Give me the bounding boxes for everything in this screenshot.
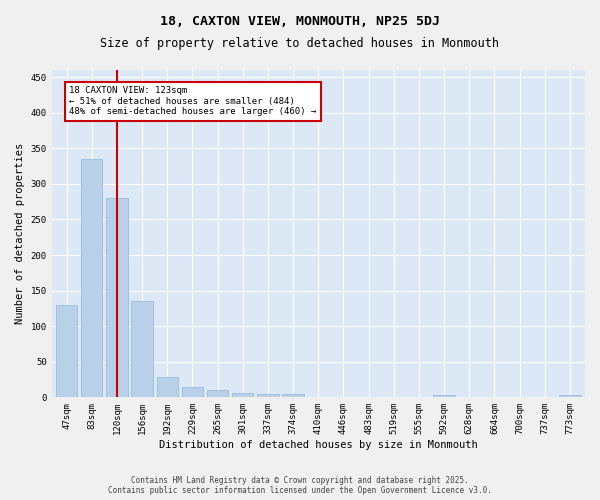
Bar	[559, 395, 581, 398]
Bar	[157, 378, 178, 398]
Bar	[131, 302, 153, 398]
Bar	[283, 394, 304, 398]
Text: 18 CAXTON VIEW: 123sqm
← 51% of detached houses are smaller (484)
48% of semi-de: 18 CAXTON VIEW: 123sqm ← 51% of detached…	[69, 86, 316, 116]
X-axis label: Distribution of detached houses by size in Monmouth: Distribution of detached houses by size …	[159, 440, 478, 450]
Bar	[207, 390, 229, 398]
Bar	[308, 396, 329, 398]
Bar	[56, 305, 77, 398]
Text: Size of property relative to detached houses in Monmouth: Size of property relative to detached ho…	[101, 38, 499, 51]
Bar	[433, 395, 455, 398]
Text: 18, CAXTON VIEW, MONMOUTH, NP25 5DJ: 18, CAXTON VIEW, MONMOUTH, NP25 5DJ	[160, 15, 440, 28]
Text: Contains HM Land Registry data © Crown copyright and database right 2025.
Contai: Contains HM Land Registry data © Crown c…	[108, 476, 492, 495]
Bar	[232, 393, 253, 398]
Bar	[257, 394, 278, 398]
Bar	[182, 388, 203, 398]
Bar	[106, 198, 128, 398]
Bar	[81, 159, 103, 398]
Y-axis label: Number of detached properties: Number of detached properties	[15, 143, 25, 324]
